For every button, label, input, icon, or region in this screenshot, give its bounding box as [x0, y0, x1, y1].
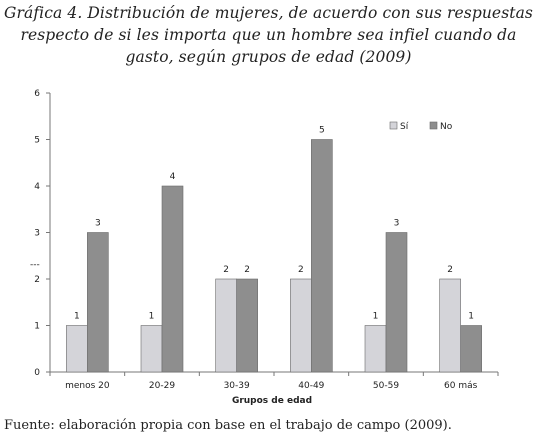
- data-label: 1: [373, 312, 379, 322]
- x-axis-title: Grupos de edad: [232, 396, 312, 406]
- x-tick-label: menos 20: [65, 381, 110, 391]
- x-tick-label: 20-29: [149, 381, 175, 391]
- data-label: 2: [298, 265, 304, 275]
- y-tick-label: 4: [34, 182, 40, 192]
- bar-no: [236, 278, 258, 373]
- x-tick-label: 50-59: [373, 381, 399, 391]
- data-label: 3: [394, 219, 400, 229]
- data-label: 2: [447, 265, 453, 275]
- bar-no: [385, 232, 408, 373]
- axis-mark-text: ---: [30, 260, 40, 270]
- data-label: 5: [319, 126, 325, 136]
- data-labels: 1 3 1 4 2 2 2 5 1 3 2 1: [74, 126, 474, 322]
- data-label: 2: [223, 265, 229, 275]
- chart-title: Gráfica 4. Distribución de mujeres, de a…: [0, 2, 537, 68]
- data-label: 3: [95, 219, 101, 229]
- legend: Sí No: [389, 121, 453, 132]
- y-tick-label: 3: [34, 229, 40, 239]
- x-tick-label: 30-39: [224, 381, 250, 391]
- x-tick-label: 60 más: [444, 381, 478, 391]
- chart-title-line-1: Gráfica 4. Distribución de mujeres, de a…: [3, 4, 533, 22]
- data-label: 2: [244, 265, 250, 275]
- chart-title-line-2: respecto de si les importa que un hombre…: [20, 26, 517, 44]
- bars: [66, 139, 482, 373]
- data-label: 1: [74, 312, 80, 322]
- y-tick-label: 2: [34, 275, 40, 285]
- legend-label: No: [440, 122, 453, 132]
- x-tick-label: 40-49: [298, 381, 324, 391]
- bar-no: [460, 325, 482, 373]
- legend-label: Sí: [400, 122, 409, 132]
- data-label: 4: [170, 172, 176, 182]
- chart-title-line-3: gasto, según grupos de edad (2009): [125, 48, 412, 66]
- bar-si: [215, 278, 237, 373]
- legend-swatch: [429, 121, 438, 130]
- y-tick-label: 1: [34, 322, 40, 332]
- data-label: 1: [468, 312, 474, 322]
- bar-no: [87, 232, 109, 373]
- y-tick-label: 0: [34, 368, 40, 378]
- bar-si: [290, 278, 312, 373]
- axes: 0 1 2 3 4 5 6 menos 20 20-29 30-39 40-49 50-59 60 má…: [34, 89, 499, 391]
- y-tick-label: 5: [34, 136, 40, 146]
- legend-swatch: [389, 121, 398, 130]
- bar-si: [439, 278, 461, 373]
- bar-no: [161, 185, 184, 373]
- bar-no: [311, 139, 333, 373]
- source-note: Fuente: elaboración propia con base en e…: [4, 418, 452, 433]
- bar-chart: 0 1 2 3 4 5 6 menos 20 20-29 30-39 40-49 50-59 60 má…: [30, 89, 499, 406]
- bar-si: [140, 325, 163, 373]
- bar-si: [364, 325, 387, 373]
- y-tick-label: 6: [34, 89, 40, 99]
- bar-si: [66, 325, 88, 373]
- data-label: 1: [149, 312, 155, 322]
